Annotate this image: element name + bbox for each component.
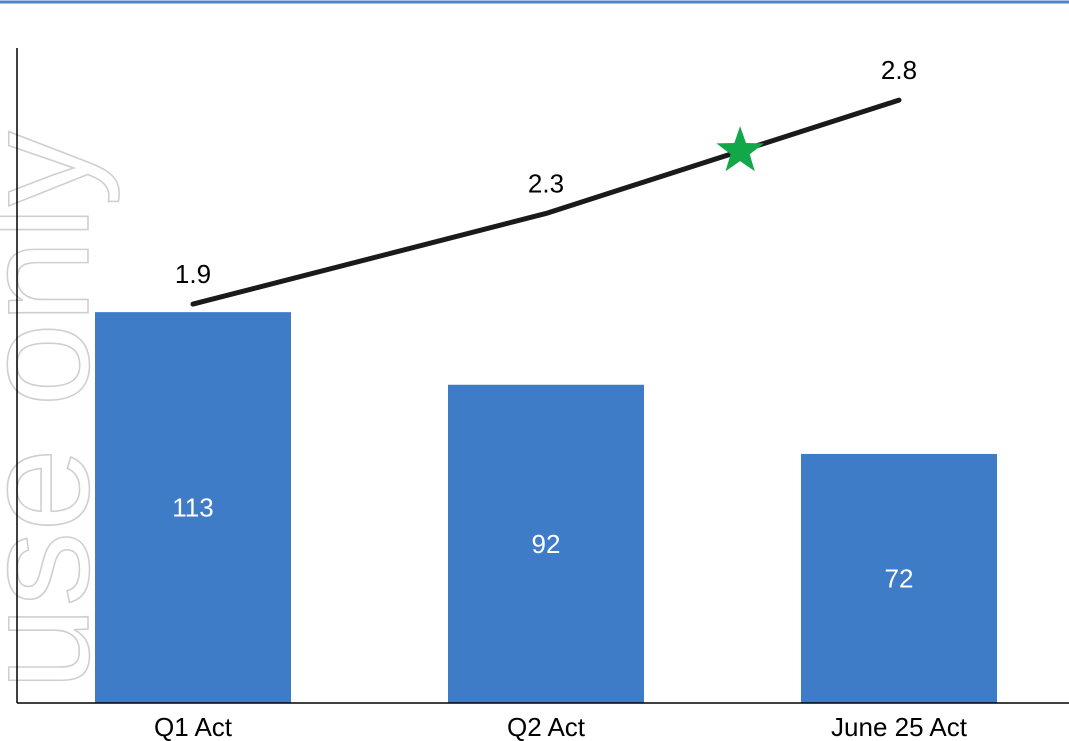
- bar: [801, 453, 997, 703]
- bars-layer: [95, 312, 997, 703]
- line-value-label: 2.3: [528, 168, 564, 198]
- line-value-label: 2.8: [881, 55, 917, 85]
- x-tick-label: June 25 Act: [831, 712, 968, 741]
- marker-layer: [716, 126, 764, 172]
- x-ticks-layer: Q1 Act Q2 Act June 25 Act: [154, 712, 968, 741]
- bar-labels-layer: 113 92 72: [172, 493, 913, 594]
- bar: [448, 384, 644, 703]
- x-tick-label: Q1 Act: [154, 712, 233, 741]
- bar: [95, 312, 291, 703]
- trend-line: [190, 97, 902, 307]
- star-marker: [716, 126, 764, 172]
- bar-value-label: 72: [885, 563, 914, 593]
- bar-value-label: 92: [532, 529, 561, 559]
- line-layer: [190, 97, 902, 307]
- line-labels-layer: 1.9 2.3 2.8: [175, 55, 917, 289]
- bar-value-label: 113: [172, 493, 213, 523]
- x-tick-label: Q2 Act: [507, 712, 586, 741]
- line-value-label: 1.9: [175, 259, 211, 289]
